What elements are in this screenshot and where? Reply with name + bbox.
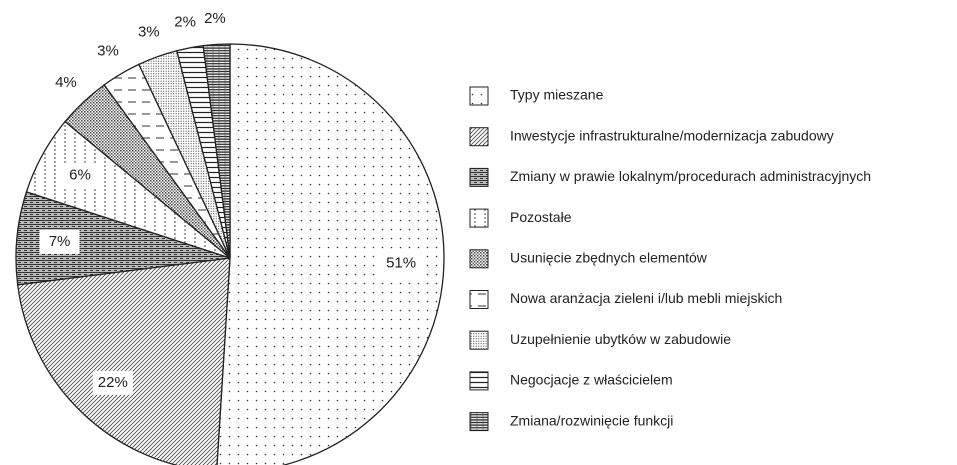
legend-label: Usunięcie zbędnych elementów — [510, 250, 708, 266]
data-label: 2% — [174, 14, 196, 31]
data-label: 3% — [138, 23, 160, 40]
legend-label: Inwestycje infrastrukturalne/modernizacj… — [510, 127, 834, 143]
legend-swatch — [469, 127, 489, 147]
legend-label: Zmiany w prawie lokalnym/procedurach adm… — [510, 168, 871, 184]
label-background — [59, 163, 100, 188]
legend-swatch — [469, 86, 489, 106]
legend-label: Pozostałe — [510, 209, 572, 225]
legend-swatch — [469, 290, 489, 309]
legend: Typy mieszane Inwestycje infrastrukturaln… — [469, 86, 871, 432]
data-label: 3% — [97, 43, 119, 60]
data-label: 6% — [69, 166, 91, 183]
pie-slice — [216, 43, 445, 465]
data-label: 2% — [204, 10, 226, 27]
data-label: 4% — [55, 74, 77, 91]
data-label: 51% — [386, 254, 416, 271]
pie-slice — [16, 257, 231, 465]
legend-swatch — [469, 330, 489, 350]
legend-label: Uzupełnienie ubytków w zabudowie — [510, 331, 731, 347]
label-background — [381, 251, 422, 276]
pie: 51% 22% 7% 6% 4% 3% 3% 2% 2% — [15, 10, 445, 465]
legend-swatch — [469, 167, 489, 187]
legend-label: Zmiana/rozwinięcie funkcji — [510, 412, 673, 428]
legend-label: Typy mieszane — [510, 87, 604, 103]
legend-swatch — [469, 208, 489, 228]
label-background — [92, 370, 133, 395]
legend-swatch — [469, 371, 489, 391]
legend-swatch — [469, 412, 489, 432]
pie-slice — [202, 43, 231, 259]
data-label: 7% — [49, 233, 71, 250]
data-label: 22% — [98, 374, 128, 391]
legend-swatch — [469, 249, 489, 269]
label-background — [39, 229, 80, 254]
legend-label: Nowa aranżacja zieleni i/lub mebli miejs… — [510, 290, 782, 306]
legend-label: Negocjacje z właścicielem — [510, 372, 673, 388]
